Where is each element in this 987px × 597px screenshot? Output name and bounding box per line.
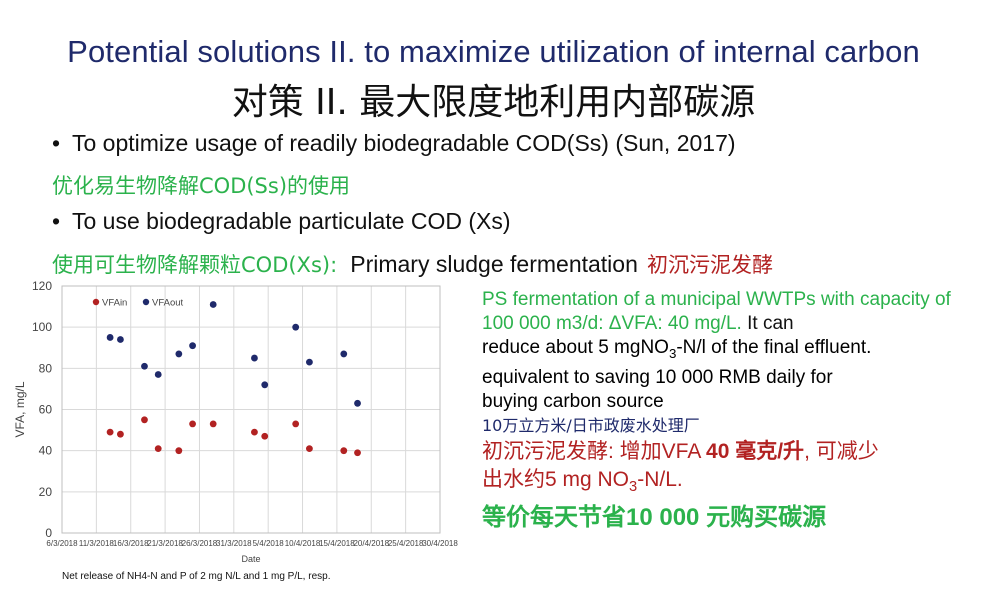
data-point-vfaout bbox=[209, 301, 217, 308]
bullet-dot-icon: • bbox=[52, 130, 61, 156]
x-tick-label: 25/4/2018 bbox=[388, 539, 424, 548]
data-point-vfaout bbox=[175, 350, 183, 358]
data-point-vfaout bbox=[292, 323, 300, 331]
data-point-vfain bbox=[175, 447, 183, 455]
data-point-vfain bbox=[209, 420, 217, 428]
y-axis-label: VFA, mg/L bbox=[13, 381, 27, 437]
x-tick-label: 31/3/2018 bbox=[216, 539, 252, 548]
y-tick-label: 20 bbox=[39, 485, 53, 499]
x-tick-label: 5/4/2018 bbox=[253, 539, 285, 548]
data-point-vfaout bbox=[261, 381, 269, 389]
y-tick-label: 80 bbox=[39, 361, 53, 375]
chart-axes: 0 20 40 60 80 100 120 6/3/2018 11/3/2018 16/3/201… bbox=[32, 279, 458, 548]
data-point-vfain bbox=[261, 432, 269, 440]
right-black-d: equivalent to saving 10 000 RMB daily fo… bbox=[482, 366, 833, 388]
footnote: Net release of NH4-N and P of 2 mg N/L a… bbox=[62, 571, 331, 582]
x-tick-label: 16/3/2018 bbox=[113, 539, 149, 548]
right-black-c: -N/l of the final effluent. bbox=[676, 337, 872, 358]
right-green-text: PS fermentation of a municipal WWTPs wit… bbox=[482, 289, 951, 334]
x-tick-label: 11/3/2018 bbox=[79, 539, 115, 548]
red-c: 出水约5 mg NO bbox=[482, 467, 630, 491]
red-bold: 40 毫克/升 bbox=[706, 439, 805, 463]
data-point-vfaout bbox=[154, 371, 162, 378]
red-sub: 3 bbox=[629, 478, 638, 495]
legend-label-vfain: VFAin bbox=[102, 298, 127, 309]
right-cn-wwtp: 10万立方米/日市政废水处理厂 bbox=[482, 415, 700, 435]
data-point-vfaout bbox=[117, 336, 124, 343]
y-tick-label: 60 bbox=[39, 403, 53, 417]
data-point-vfaout bbox=[306, 358, 313, 366]
right-line-2: reduce about 5 mgNO3-N/l of the final ef… bbox=[482, 336, 982, 366]
x-tick-label: 10/4/2018 bbox=[285, 539, 321, 548]
data-point-vfain bbox=[154, 445, 162, 453]
red-d: -N/L. bbox=[637, 467, 683, 491]
bullet-2-cn-tail: 初沉污泥发酵 bbox=[646, 253, 773, 277]
bullet-1-text: To optimize usage of readily biodegradab… bbox=[72, 130, 736, 156]
red-a: 初沉污泥发酵: 增加VFA bbox=[482, 439, 707, 463]
data-point-vfaout bbox=[141, 362, 148, 370]
bullet-1-cn: 优化易生物降解COD(Ss)的使用 bbox=[52, 174, 351, 198]
chart-legend: VFAin VFAout bbox=[92, 298, 184, 309]
legend-marker-vfaout bbox=[142, 298, 150, 306]
title-english: Potential solutions II. to maximize util… bbox=[67, 34, 920, 69]
data-point-vfain bbox=[340, 447, 348, 455]
bullet-2-text: To use biodegradable particulate COD (Xs… bbox=[72, 208, 511, 234]
data-point-vfaout bbox=[340, 350, 348, 358]
legend-label-vfaout: VFAout bbox=[152, 298, 184, 309]
bullet-dot-icon: • bbox=[52, 208, 61, 234]
right-sub: 3 bbox=[668, 345, 677, 361]
vfa-scatter-chart: 0 20 40 60 80 100 120 6/3/2018 11/3/2018 16/3/201… bbox=[13, 279, 458, 564]
y-tick-label: 120 bbox=[32, 279, 52, 293]
x-tick-label: 20/4/2018 bbox=[353, 539, 389, 548]
data-point-vfaout bbox=[251, 354, 258, 362]
bullet-1: • To optimize usage of readily biodegrada… bbox=[52, 130, 736, 157]
y-tick-label: 0 bbox=[45, 526, 52, 540]
red-b: , 可减少 bbox=[804, 439, 879, 463]
legend-marker-vfain bbox=[92, 298, 100, 306]
bullet-2-en-tail: Primary sludge fermentation bbox=[350, 251, 638, 277]
right-black-b: reduce about 5 mgNO bbox=[482, 337, 669, 358]
plot-frame bbox=[61, 285, 441, 534]
x-tick-label: 30/4/2018 bbox=[422, 539, 458, 548]
title-chinese: 对策 II. 最大限度地利用内部碳源 bbox=[231, 82, 756, 123]
chart-marks bbox=[106, 301, 361, 457]
data-point-vfain bbox=[251, 428, 258, 436]
x-tick-label: 26/3/2018 bbox=[182, 539, 218, 548]
data-point-vfaout bbox=[189, 342, 196, 350]
x-tick-label: 21/3/2018 bbox=[147, 539, 183, 548]
x-tick-label: 15/4/2018 bbox=[319, 539, 355, 548]
y-tick-label: 100 bbox=[32, 320, 52, 334]
data-point-vfaout bbox=[106, 334, 114, 341]
data-point-vfain bbox=[306, 445, 313, 453]
x-axis-label: Date bbox=[241, 554, 260, 564]
right-black-e: buying carbon source bbox=[482, 390, 664, 412]
right-green-saving: 等价每天节省10 000 元购买碳源 bbox=[482, 503, 827, 531]
x-tick-label: 6/3/2018 bbox=[46, 539, 78, 548]
data-point-vfain bbox=[292, 420, 300, 428]
right-black-a: It can bbox=[741, 313, 794, 334]
data-point-vfain bbox=[354, 449, 361, 457]
data-point-vfaout bbox=[354, 399, 361, 407]
data-point-vfain bbox=[141, 416, 148, 424]
bullet-2-cn-line: 使用可生物降解颗粒COD(Xs): Primary sludge ferment… bbox=[52, 249, 773, 279]
right-text-block: PS fermentation of a municipal WWTPs wit… bbox=[482, 288, 982, 535]
right-red-line-2: 出水约5 mg NO3-N/L. bbox=[482, 466, 982, 501]
right-para-1-green: PS fermentation of a municipal WWTPs wit… bbox=[482, 288, 982, 336]
bullet-2-cn: 使用可生物降解颗粒COD(Xs): bbox=[52, 253, 338, 277]
right-red-line-1: 初沉污泥发酵: 增加VFA 40 毫克/升, 可减少 bbox=[482, 438, 982, 466]
data-point-vfain bbox=[189, 420, 196, 428]
y-tick-label: 40 bbox=[39, 444, 53, 458]
data-point-vfain bbox=[106, 428, 114, 436]
bullet-2: • To use biodegradable particulate COD (X… bbox=[52, 208, 511, 235]
chart-grid bbox=[61, 285, 441, 534]
data-point-vfain bbox=[117, 430, 124, 438]
